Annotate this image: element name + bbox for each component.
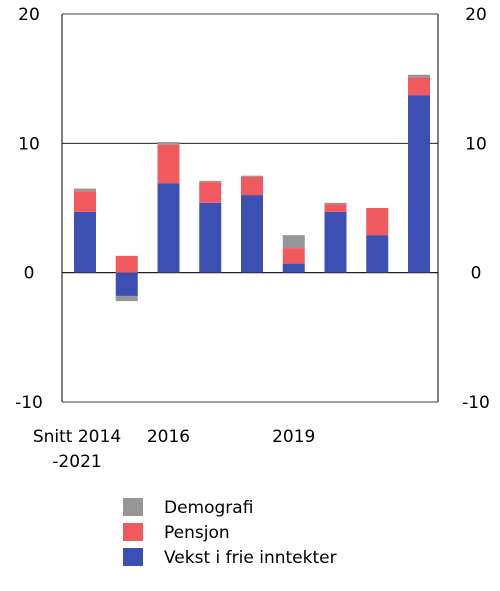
- bar-segment: [241, 175, 263, 177]
- bar-segment: [324, 202, 347, 205]
- y-tick-label-left: 20: [18, 5, 40, 25]
- bar-segment: [408, 77, 430, 96]
- bar-segment: [115, 295, 138, 302]
- bar-segment: [282, 248, 305, 264]
- y-tick-label-right: -10: [462, 393, 490, 413]
- bar-segment: [366, 235, 389, 273]
- bar-segment: [241, 176, 263, 196]
- y-tick-label-left: 10: [18, 134, 40, 154]
- bar-segment: [157, 183, 180, 273]
- legend-label: Pensjon: [164, 523, 230, 543]
- x-tick-label: 2019: [272, 427, 315, 447]
- bar-segment: [157, 142, 180, 145]
- x-tick-label: 2016: [147, 427, 190, 447]
- bar-segment: [366, 208, 389, 236]
- bar-segment: [199, 182, 222, 203]
- bar-segment: [157, 144, 180, 184]
- x-tick-label: Snitt 2014: [33, 427, 121, 447]
- bar-segment: [74, 191, 96, 212]
- bar-segment: [408, 74, 430, 78]
- x-tick-labels: Snitt 2014 -2021 2016 2019: [33, 427, 316, 472]
- bar-segment: [199, 180, 222, 183]
- bar-segment: [408, 95, 430, 273]
- legend-swatch: [123, 548, 143, 566]
- legend-swatch: [123, 498, 143, 516]
- bar-segment: [199, 202, 222, 273]
- y-tick-label-right: 10: [465, 134, 487, 154]
- bars: [74, 74, 430, 302]
- bar-segment: [74, 211, 96, 273]
- legend: Demografi Pensjon Vekst i frie inntekter: [123, 498, 337, 568]
- y-tick-label-left: 0: [24, 264, 35, 284]
- legend-label: Demografi: [164, 498, 253, 518]
- x-tick-label: -2021: [52, 452, 101, 472]
- y-tick-label-left: -10: [15, 393, 43, 413]
- bar-segment: [282, 263, 305, 273]
- bar-segment: [282, 235, 305, 249]
- bar-segment: [115, 272, 138, 296]
- y-tick-labels-right: 20 10 0 -10: [462, 5, 490, 413]
- legend-swatch: [123, 523, 143, 541]
- bar-segment: [241, 195, 263, 273]
- bar-segment: [324, 204, 347, 212]
- legend-label: Vekst i frie inntekter: [164, 548, 337, 568]
- bar-segment: [74, 188, 96, 192]
- bar-segment: [115, 255, 138, 273]
- bar-segment: [324, 211, 347, 273]
- y-tick-label-right: 20: [465, 5, 487, 25]
- y-tick-labels-left: 20 10 0 -10: [15, 5, 43, 413]
- y-tick-label-right: 0: [471, 264, 482, 284]
